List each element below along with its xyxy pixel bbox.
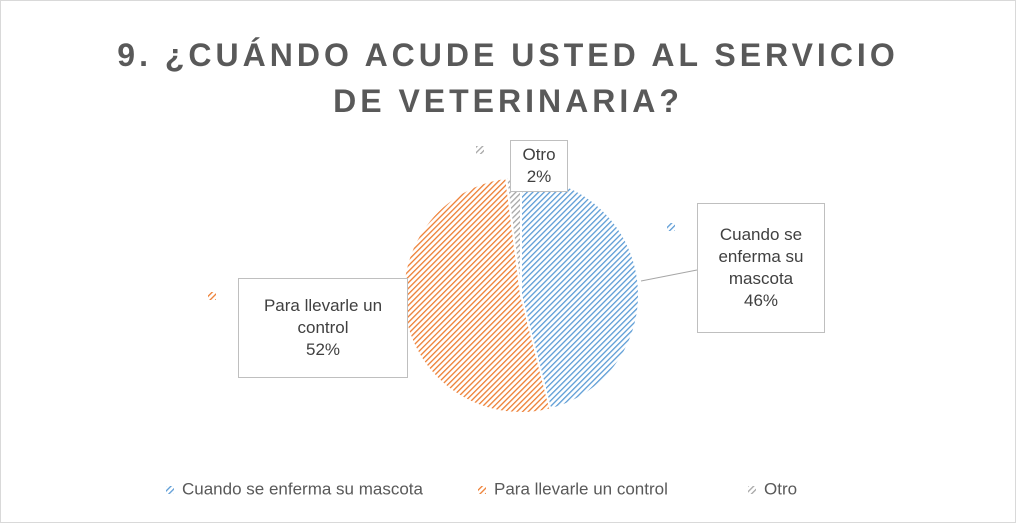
data-label: Para llevarle un control 52% [238, 278, 408, 378]
legend-key [478, 486, 486, 494]
legend-key [166, 486, 174, 494]
leader-line [640, 269, 698, 282]
chart-title: 9. ¿CUÁNDO ACUDE USTED AL SERVICIO DE VE… [117, 37, 899, 119]
data-label-value: 2% [526, 167, 552, 186]
legend-text: Otro [764, 479, 797, 498]
label-key [208, 292, 216, 300]
legend-key [748, 486, 756, 494]
data-label-value: 52% [305, 340, 341, 359]
label-key [667, 223, 675, 231]
data-label: Cuando se enferma su mascota 46% [697, 203, 825, 333]
data-label-value: 46% [743, 291, 779, 310]
data-label: Otro 2% [510, 140, 568, 192]
data-label-category: Otro [522, 145, 556, 164]
legend-text: Cuando se enferma su mascota [182, 479, 424, 498]
label-key [476, 146, 484, 154]
data-label-category: Cuando se enferma su mascota [718, 225, 804, 288]
data-label-category: Para llevarle un control [263, 296, 383, 337]
legend-text: Para llevarle un control [494, 479, 668, 498]
